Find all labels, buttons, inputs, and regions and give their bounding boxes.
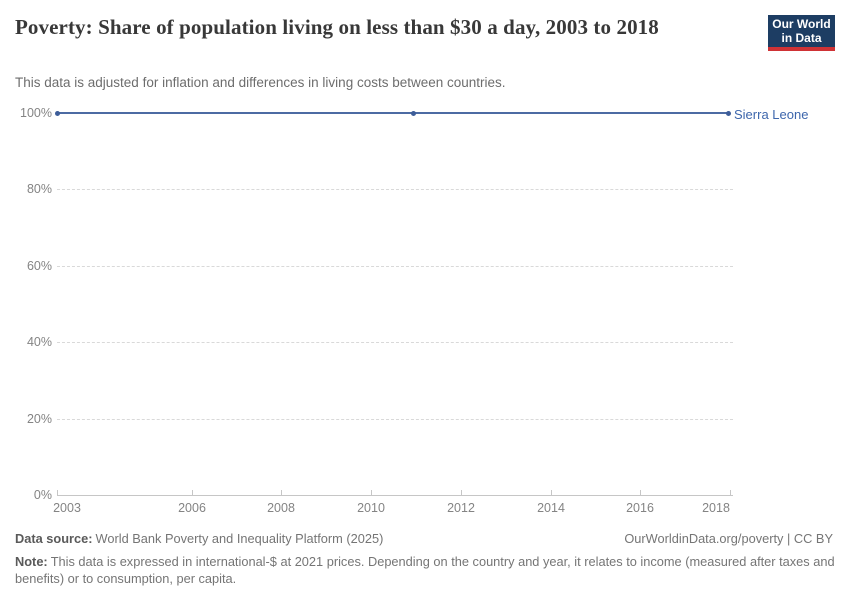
footer-separator: | <box>787 531 791 546</box>
y-axis-label: 100% <box>20 106 52 120</box>
x-axis-tick <box>551 490 552 495</box>
x-axis-label: 2014 <box>537 501 565 515</box>
owid-url-link[interactable]: OurWorldinData.org/poverty <box>624 531 784 546</box>
x-axis-label: 2010 <box>357 501 385 515</box>
data-point-marker <box>410 110 416 116</box>
x-axis-line <box>57 495 733 496</box>
x-axis-tick <box>461 490 462 495</box>
y-axis-label: 0% <box>33 488 52 502</box>
x-axis-label: 2012 <box>447 501 475 515</box>
chart-subtitle: This data is adjusted for inflation and … <box>15 75 506 90</box>
entity-label-sierra-leone[interactable]: Sierra Leone <box>734 107 809 122</box>
x-axis-tick <box>371 490 372 495</box>
owid-logo-line1: Our World <box>772 17 831 31</box>
x-axis-tick <box>192 490 193 495</box>
x-axis-label: 2003 <box>53 501 81 515</box>
footer-links: OurWorldinData.org/poverty | CC BY <box>624 531 833 546</box>
y-axis-label: 60% <box>26 259 52 273</box>
gridline <box>57 419 733 420</box>
datasource-line: Data source: World Bank Poverty and Inequ… <box>15 531 383 546</box>
note-text: This data is expressed in international-… <box>15 554 835 586</box>
data-point-marker <box>725 110 731 116</box>
x-axis-tick <box>640 490 641 495</box>
owid-logo[interactable]: Our World in Data <box>768 15 835 51</box>
y-axis-label: 20% <box>26 412 52 426</box>
x-axis-label: 2006 <box>178 501 206 515</box>
owid-logo-line2: in Data <box>781 31 822 45</box>
license-link[interactable]: CC BY <box>793 531 833 546</box>
gridline <box>57 342 733 343</box>
data-point-marker <box>54 110 60 116</box>
x-axis-tick <box>57 490 58 495</box>
datasource-label: Data source: <box>15 531 93 546</box>
x-axis-tick <box>281 490 282 495</box>
y-axis-label: 80% <box>26 182 52 196</box>
datasource-text: World Bank Poverty and Inequality Platfo… <box>95 531 384 546</box>
x-axis-label: 2018 <box>702 501 730 515</box>
x-axis-tick <box>730 490 731 495</box>
x-axis-label: 2016 <box>626 501 654 515</box>
x-axis-label: 2008 <box>267 501 295 515</box>
note-label: Note: <box>15 554 48 569</box>
series-line-sierra-leone <box>57 112 728 114</box>
gridline <box>57 189 733 190</box>
note-line: Note: This data is expressed in internati… <box>15 553 835 587</box>
page-title: Poverty: Share of population living on l… <box>15 15 659 39</box>
y-axis-label: 40% <box>26 335 52 349</box>
gridline <box>57 266 733 267</box>
